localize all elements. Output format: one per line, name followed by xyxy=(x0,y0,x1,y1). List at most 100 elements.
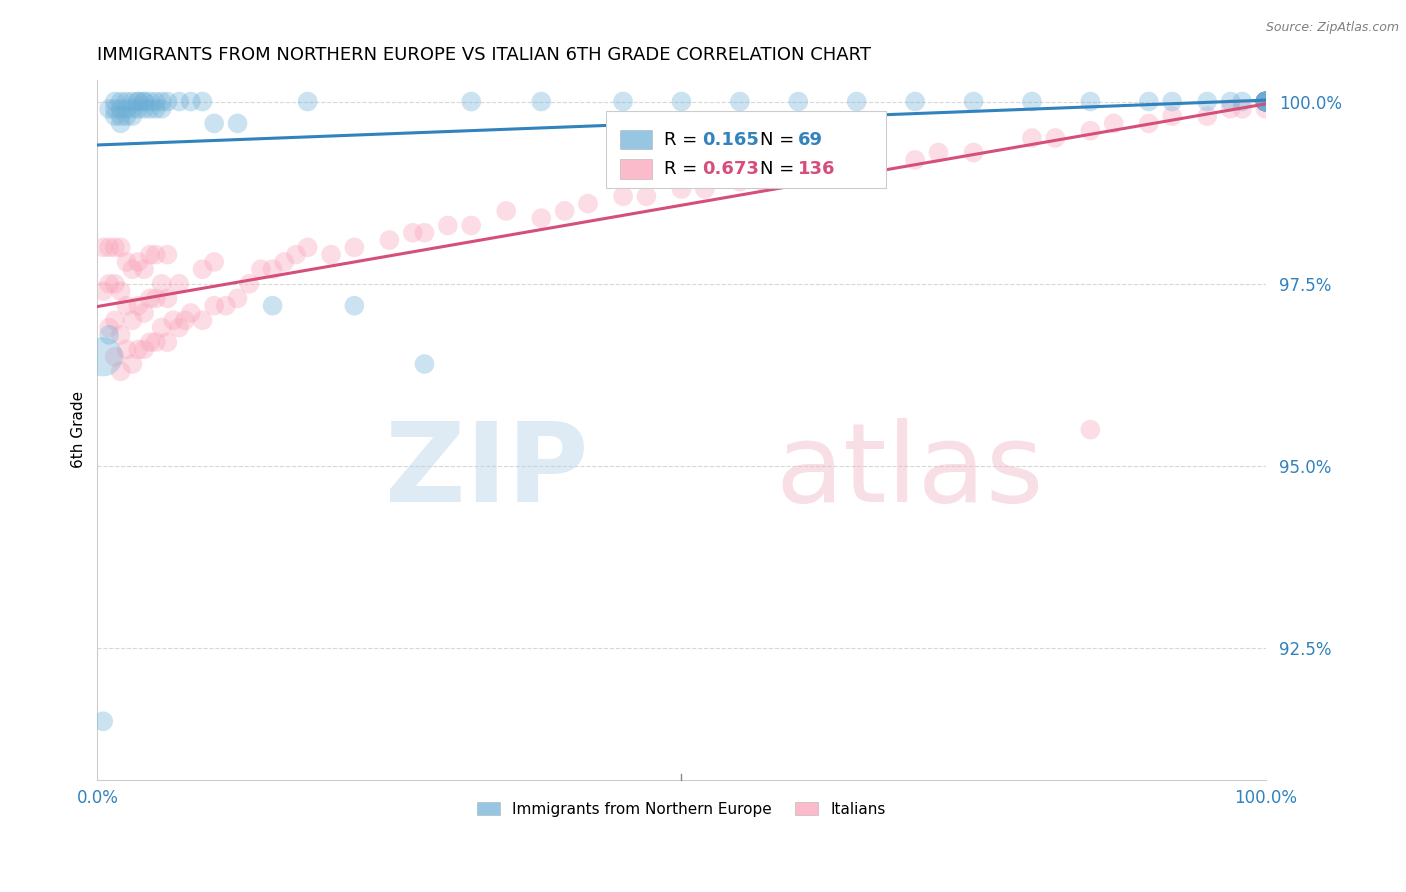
Point xyxy=(150,320,173,334)
Point xyxy=(215,299,238,313)
Point xyxy=(98,102,121,116)
Point xyxy=(139,95,162,109)
Point xyxy=(1254,95,1277,109)
Point xyxy=(127,102,149,116)
Point xyxy=(1254,95,1277,109)
Point xyxy=(156,247,179,261)
Point xyxy=(127,95,149,109)
Text: N =: N = xyxy=(759,160,800,178)
Point xyxy=(1254,95,1277,109)
Point xyxy=(495,203,517,218)
Point xyxy=(1232,95,1254,109)
Point xyxy=(1254,95,1277,109)
Point xyxy=(132,95,155,109)
Point xyxy=(226,292,249,306)
Point xyxy=(150,95,173,109)
Text: atlas: atlas xyxy=(775,418,1043,525)
Point xyxy=(132,262,155,277)
Point xyxy=(104,109,127,123)
Point xyxy=(1254,95,1277,109)
Point xyxy=(1080,423,1102,437)
Point xyxy=(115,255,138,269)
Text: 136: 136 xyxy=(799,160,835,178)
Point xyxy=(845,95,868,109)
Point xyxy=(1254,95,1277,109)
Text: R =: R = xyxy=(664,160,703,178)
Text: Source: ZipAtlas.com: Source: ZipAtlas.com xyxy=(1265,21,1399,34)
Point xyxy=(191,313,214,327)
Y-axis label: 6th Grade: 6th Grade xyxy=(72,391,86,468)
Point xyxy=(1254,95,1277,109)
Point xyxy=(1254,95,1277,109)
Point xyxy=(262,262,284,277)
Point xyxy=(156,335,179,350)
Point xyxy=(437,219,460,233)
Point xyxy=(1254,95,1277,109)
Point xyxy=(110,327,132,342)
Text: N =: N = xyxy=(759,130,800,149)
Point xyxy=(413,226,436,240)
Point xyxy=(1254,95,1277,109)
Point xyxy=(91,714,114,729)
Point xyxy=(1254,95,1277,109)
Point xyxy=(1254,95,1277,109)
Point xyxy=(1254,95,1277,109)
Point xyxy=(1080,124,1102,138)
Point xyxy=(115,109,138,123)
Point xyxy=(132,306,155,320)
Point xyxy=(104,350,127,364)
Point xyxy=(612,189,634,203)
Point xyxy=(728,95,751,109)
Point xyxy=(139,335,162,350)
FancyBboxPatch shape xyxy=(620,130,652,150)
Point xyxy=(1254,95,1277,109)
Point xyxy=(671,182,693,196)
Point xyxy=(343,299,366,313)
Point xyxy=(127,95,149,109)
Point xyxy=(110,364,132,378)
Point xyxy=(115,102,138,116)
Point xyxy=(127,255,149,269)
FancyBboxPatch shape xyxy=(620,159,652,178)
Point xyxy=(91,240,114,254)
Point xyxy=(1254,95,1277,109)
Point xyxy=(1021,95,1043,109)
Point xyxy=(1254,95,1277,109)
Text: IMMIGRANTS FROM NORTHERN EUROPE VS ITALIAN 6TH GRADE CORRELATION CHART: IMMIGRANTS FROM NORTHERN EUROPE VS ITALI… xyxy=(97,46,872,64)
Point xyxy=(1219,95,1241,109)
Point xyxy=(1254,95,1277,109)
Point xyxy=(156,292,179,306)
Point xyxy=(1254,95,1277,109)
Point xyxy=(1254,95,1277,109)
Point xyxy=(845,153,868,167)
Point xyxy=(191,262,214,277)
Point xyxy=(1254,95,1277,109)
Point xyxy=(1254,95,1277,109)
Text: ZIP: ZIP xyxy=(385,418,588,525)
Point xyxy=(1254,95,1277,109)
Point xyxy=(413,357,436,371)
Point xyxy=(576,196,599,211)
Point xyxy=(787,95,810,109)
Point xyxy=(1254,95,1277,109)
Point xyxy=(728,175,751,189)
Point xyxy=(1254,95,1277,109)
Point xyxy=(191,95,214,109)
Point xyxy=(1254,95,1277,109)
Point xyxy=(1254,95,1277,109)
Point xyxy=(1254,95,1277,109)
Point xyxy=(162,313,184,327)
Point xyxy=(121,95,143,109)
Point xyxy=(1254,95,1277,109)
Text: 69: 69 xyxy=(799,130,824,149)
Point xyxy=(262,299,284,313)
Point xyxy=(121,262,143,277)
Point xyxy=(636,189,658,203)
Point xyxy=(121,313,143,327)
Point xyxy=(139,247,162,261)
Point xyxy=(156,95,179,109)
Point xyxy=(121,102,143,116)
Point xyxy=(1254,95,1277,109)
Point xyxy=(1254,95,1277,109)
Point xyxy=(167,95,190,109)
